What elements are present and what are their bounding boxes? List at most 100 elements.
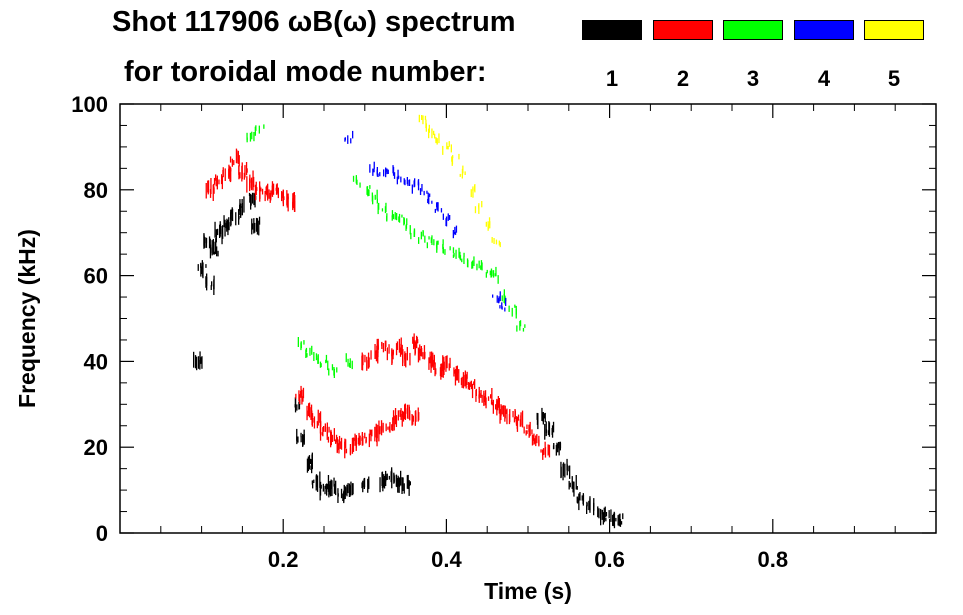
data-point-streak <box>493 238 495 244</box>
data-point-streak <box>437 202 439 212</box>
data-point-streak <box>381 342 383 346</box>
data-point-streak <box>447 213 449 221</box>
data-point-streak <box>406 347 408 361</box>
data-point-streak <box>417 347 420 363</box>
data-point-streak <box>568 465 570 472</box>
data-point-streak <box>428 357 430 370</box>
data-point-streak <box>499 409 501 424</box>
data-point-streak <box>367 360 369 369</box>
data-point-streak <box>328 426 330 433</box>
data-point-streak <box>399 410 401 417</box>
data-point-streak <box>396 176 398 185</box>
data-point-streak <box>300 436 302 443</box>
data-point-streak <box>383 475 386 489</box>
data-point-streak <box>224 219 226 237</box>
axis-labels: 0 20 40 60 80 100 0.2 0.4 0.6 0.8 <box>71 92 788 572</box>
data-point-streak <box>400 470 402 486</box>
data-point-streak <box>229 167 232 183</box>
data-point-streak <box>349 358 351 368</box>
data-point-mode-3 <box>426 235 435 249</box>
data-point-streak <box>282 189 284 204</box>
data-point-streak <box>419 348 422 357</box>
data-point-streak <box>293 192 295 207</box>
data-point-mode-1 <box>552 441 562 456</box>
data-point-streak <box>499 305 501 309</box>
data-point-streak <box>377 348 379 364</box>
data-point-streak <box>213 177 216 185</box>
data-point-streak <box>310 404 313 418</box>
data-point-streak <box>383 169 385 177</box>
data-point-streak <box>392 410 395 421</box>
data-point-mode-2 <box>376 338 387 354</box>
data-point-streak <box>311 413 314 418</box>
data-point-streak <box>245 162 248 176</box>
data-point-streak <box>292 193 294 208</box>
data-point-streak <box>255 217 258 231</box>
data-point-streak <box>329 481 331 495</box>
data-point-mode-3 <box>409 225 416 240</box>
data-point-mode-2 <box>222 164 232 183</box>
data-point-streak <box>412 336 414 344</box>
data-point-streak <box>547 444 549 456</box>
data-point-streak <box>210 285 212 290</box>
data-point-streak <box>319 411 322 427</box>
data-point-streak <box>470 189 472 198</box>
data-point-streak <box>579 492 581 501</box>
data-point-streak <box>263 124 265 129</box>
data-point-streak <box>333 483 336 494</box>
data-point-streak <box>483 395 485 402</box>
data-point-mode-2 <box>460 370 468 389</box>
data-point-streak <box>256 187 258 191</box>
data-point-streak <box>325 354 328 363</box>
data-point-streak <box>403 483 405 494</box>
data-point-streak <box>376 429 378 443</box>
data-point-streak <box>268 189 270 199</box>
data-point-streak <box>207 182 209 195</box>
data-point-streak <box>526 424 528 430</box>
data-point-streak <box>496 398 498 410</box>
data-point-streak <box>297 436 299 443</box>
data-point-streak <box>327 475 330 492</box>
data-point-streak <box>492 270 495 278</box>
data-point-streak <box>605 517 607 522</box>
data-point-streak <box>414 178 416 187</box>
data-point-mode-2 <box>352 432 361 451</box>
data-point-mode-1 <box>613 513 624 527</box>
data-point-streak <box>258 130 260 134</box>
data-point-streak <box>309 458 311 464</box>
data-point-streak <box>300 390 302 398</box>
data-point-streak <box>562 462 565 476</box>
data-point-streak <box>415 412 417 418</box>
data-point-streak <box>504 307 506 312</box>
y-tick-label: 0 <box>96 521 108 546</box>
data-point-streak <box>369 164 371 173</box>
data-point-streak <box>443 356 445 372</box>
data-point-streak <box>239 203 241 208</box>
data-point-streak <box>391 215 393 221</box>
data-point-mode-1 <box>361 476 370 493</box>
data-point-streak <box>336 367 338 373</box>
data-point-mode-1 <box>251 216 261 236</box>
data-point-streak <box>374 344 376 359</box>
data-point-streak <box>349 485 351 497</box>
data-point-streak <box>251 218 253 235</box>
data-point-streak <box>276 183 278 194</box>
data-point-streak <box>221 174 223 183</box>
data-point-streak <box>219 224 221 238</box>
legend-label-mode-2: 2 <box>676 66 690 91</box>
data-point-streak <box>612 517 614 526</box>
data-point-streak <box>194 355 197 369</box>
data-point-streak <box>515 308 517 319</box>
data-point-streak <box>572 481 574 493</box>
data-point-streak <box>352 442 354 452</box>
data-point-streak <box>296 404 298 411</box>
data-point-streak <box>230 211 232 225</box>
data-point-streak <box>228 168 230 179</box>
data-point-streak <box>435 137 437 144</box>
data-point-streak <box>484 390 487 406</box>
data-point-streak <box>505 409 507 414</box>
data-point-streak <box>395 343 398 356</box>
data-point-streak <box>371 429 373 437</box>
data-point-mode-3 <box>319 354 329 371</box>
data-point-streak <box>217 228 219 236</box>
